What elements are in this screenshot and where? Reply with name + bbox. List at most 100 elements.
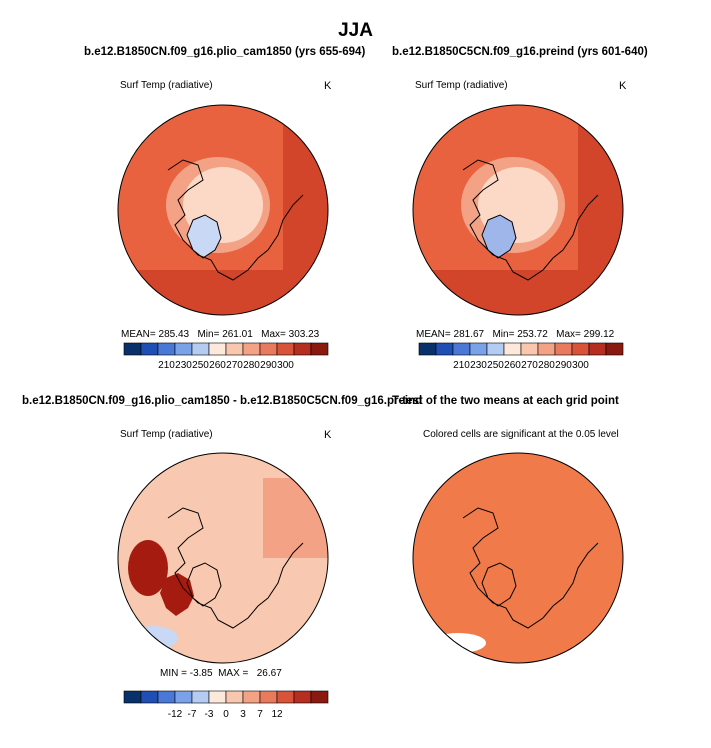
colorbar-diff-tick-label: 3: [240, 709, 246, 720]
colorbar-right-swatch: [605, 342, 624, 356]
colorbar-right-swatch: [588, 342, 607, 356]
panel3-units: K: [324, 429, 332, 441]
colorbar-diff-swatch: [310, 690, 329, 704]
colorbar-left-swatch: [191, 342, 210, 356]
colorbar-diff-swatch: [140, 690, 159, 704]
min-value: -3.85: [189, 668, 213, 679]
colorbar-left-swatch: [174, 342, 193, 356]
colorbar-diff-tick-label: -7: [188, 709, 197, 720]
colorbar-right-swatch: [571, 342, 590, 356]
min-label: Min=: [197, 329, 220, 340]
panel2-variable: Surf Temp (radiative): [415, 80, 508, 91]
max-value: 26.67: [256, 668, 282, 679]
colorbar-right-tick-label: 290: [555, 360, 572, 371]
colorbar-diff-swatch: [225, 690, 244, 704]
diff-cool: [128, 626, 178, 650]
colorbar-left-swatch: [140, 342, 159, 356]
map-border-3: [117, 452, 329, 664]
colorbar-left-tick-label: 250: [192, 360, 209, 371]
greenland-cold: [482, 215, 516, 258]
colorbar-right-tick-label: 300: [572, 360, 589, 371]
colorbar-right-tick-label: 230: [470, 360, 487, 371]
colorbar-left-swatch: [276, 342, 295, 356]
colorbar-left-swatch: [208, 342, 227, 356]
colorbar-right-swatch: [418, 342, 437, 356]
east-hot: [283, 105, 328, 315]
max-label: Max=: [261, 329, 286, 340]
colorbar-diff-swatch: [191, 690, 210, 704]
min-label: MIN =: [160, 668, 187, 679]
min-label: Min=: [492, 329, 515, 340]
diff-hot-west: [128, 540, 168, 596]
colorbar-right-tick-label: 260: [504, 360, 521, 371]
coastline-greenland: [481, 562, 517, 607]
coastline-greenland: [481, 214, 517, 259]
page-title: JJA: [338, 20, 373, 41]
colorbar-left-swatch: [157, 342, 176, 356]
colorbar-diff-tick-label: -12: [168, 709, 183, 720]
colorbar-left-tick-label: 230: [175, 360, 192, 371]
panel1-variable: Surf Temp (radiative): [120, 80, 213, 91]
min-value: 261.01: [222, 329, 253, 340]
polar-map-4: [413, 453, 623, 663]
coastline-greenland: [186, 214, 222, 259]
min-value: 253.72: [517, 329, 548, 340]
colorbar-right-swatch: [537, 342, 556, 356]
colorbar-diff-swatch: [208, 690, 227, 704]
colorbar-diff-swatch: [123, 690, 142, 704]
coastline-greenland: [186, 562, 222, 607]
mean-value: 281.67: [453, 329, 485, 340]
colorbar-right-tick-label: 250: [487, 360, 504, 371]
mean-label: MEAN=: [416, 329, 451, 340]
colorbar-diff-tick-label: -3: [205, 709, 214, 720]
colorbar-diff-swatch: [174, 690, 193, 704]
colorbar-right-tick-label: 280: [538, 360, 555, 371]
panel2-units: K: [619, 80, 627, 92]
colorbar-right-swatch: [469, 342, 488, 356]
colorbar-diff-tick-label: 12: [271, 709, 283, 720]
colorbar-right-swatch: [520, 342, 539, 356]
colorbar-diff-tick-label: 0: [223, 709, 229, 720]
mean-value: 285.43: [158, 329, 190, 340]
map-border-4: [412, 452, 624, 664]
panel4-subtitle: Colored cells are significant at the 0.0…: [423, 429, 619, 440]
east-hot: [578, 105, 623, 315]
polar-map-3: [118, 453, 328, 663]
colorbar-left-tick-label: 280: [243, 360, 260, 371]
colorbar-diff-swatch: [242, 690, 261, 704]
panel1-title: b.e12.B1850CN.f09_g16.plio_cam1850 (yrs …: [84, 46, 366, 58]
colorbar-right-tick-label: 210: [453, 360, 470, 371]
map-border-1: [117, 104, 329, 316]
colorbar-left-swatch: [259, 342, 278, 356]
panel2-stats: MEAN= 281.67 Min= 253.72 Max= 299.12: [416, 329, 614, 340]
colorbar-left-tick-label: 260: [209, 360, 226, 371]
colorbar-left-tick-label: 270: [226, 360, 243, 371]
colorbar-left-tick-label: 300: [277, 360, 294, 371]
colorbar-left-tick-label: 290: [260, 360, 277, 371]
panel2-title: b.e12.B1850C5CN.f09_g16.preind (yrs 601-…: [392, 46, 648, 58]
colorbar-right-swatch: [554, 342, 573, 356]
diff-warm-east: [263, 478, 328, 558]
colorbar-diff-tick-label: 7: [257, 709, 263, 720]
panel1-stats: MEAN= 285.43 Min= 261.01 Max= 303.23: [121, 329, 319, 340]
max-value: 299.12: [583, 329, 615, 340]
colorbar-left-swatch: [242, 342, 261, 356]
diff-hot-greenland: [160, 573, 194, 616]
map-border-2: [412, 104, 624, 316]
colorbar-left-swatch: [293, 342, 312, 356]
polar-map-2: [413, 105, 623, 315]
colorbar-diff-swatch: [157, 690, 176, 704]
greenland-cold: [187, 215, 221, 258]
panel3-title: b.e12.B1850CN.f09_g16.plio_cam1850 - b.e…: [22, 395, 423, 407]
colorbar-left-swatch: [225, 342, 244, 356]
mean-label: MEAN=: [121, 329, 156, 340]
panel4-title: T-test of the two means at each grid poi…: [392, 395, 619, 407]
colorbar-left-swatch: [123, 342, 142, 356]
ttest-gap: [430, 633, 486, 653]
colorbar-diff-swatch: [293, 690, 312, 704]
panel3-stats: MIN = -3.85 MAX = 26.67: [160, 668, 282, 679]
max-label: MAX =: [218, 668, 249, 679]
polar-map-1: [118, 105, 328, 315]
colorbar-diff-swatch: [276, 690, 295, 704]
